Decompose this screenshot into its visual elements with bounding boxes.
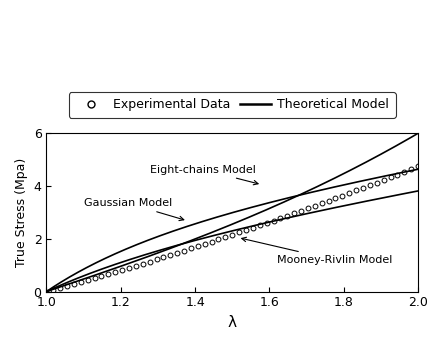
X-axis label: λ: λ	[228, 315, 237, 330]
Y-axis label: True Stress (Mpa): True Stress (Mpa)	[15, 158, 28, 267]
Text: Eight-chains Model: Eight-chains Model	[151, 165, 258, 185]
Text: Gaussian Model: Gaussian Model	[84, 198, 184, 220]
Text: Mooney-Rivlin Model: Mooney-Rivlin Model	[242, 237, 392, 265]
Legend: Experimental Data, Theoretical Model: Experimental Data, Theoretical Model	[69, 92, 396, 118]
